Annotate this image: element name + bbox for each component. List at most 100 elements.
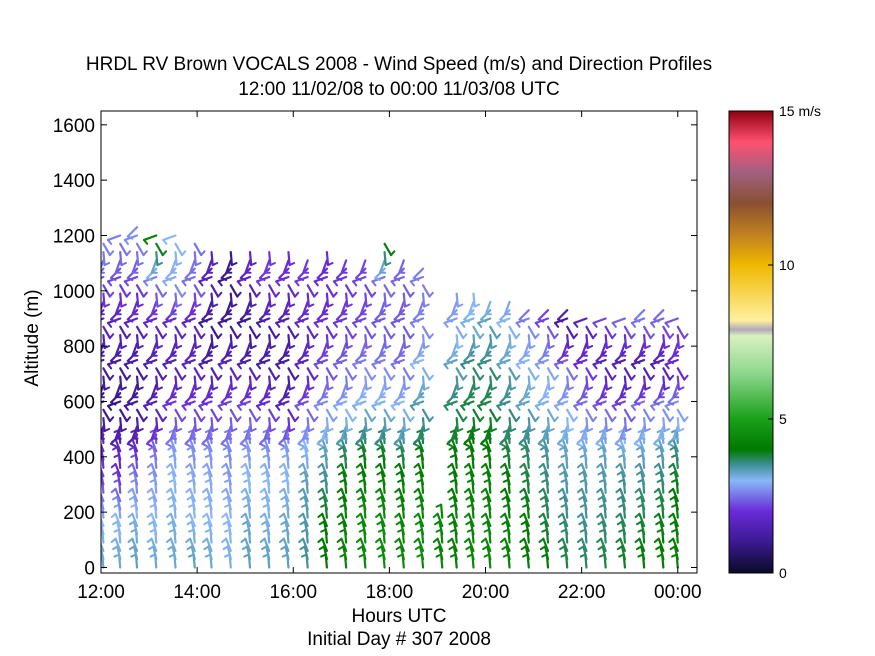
wind-barb	[174, 408, 187, 423]
wind-barb	[578, 545, 588, 561]
wind-barb	[383, 242, 396, 257]
wind-barb	[417, 425, 425, 440]
wind-barb	[623, 375, 632, 391]
wind-barb	[112, 445, 122, 461]
wind-barb	[193, 375, 202, 391]
wind-barb	[557, 462, 569, 478]
wind-barb	[357, 470, 367, 486]
wind-barb	[676, 333, 685, 350]
wind-barb	[676, 375, 685, 391]
wind-barb	[643, 416, 651, 433]
wind-barb	[131, 383, 139, 399]
wind-barb	[241, 545, 252, 561]
wind-barb	[268, 367, 281, 381]
wind-barb	[413, 512, 425, 528]
wind-barb	[240, 462, 252, 478]
wind-barb	[616, 545, 627, 561]
wind-barb	[259, 487, 271, 503]
wind-barb	[119, 416, 127, 433]
wind-barb	[189, 383, 197, 399]
wind-barb	[263, 300, 271, 316]
wind-barb	[379, 342, 387, 357]
wind-barb	[597, 495, 607, 511]
wind-barb	[302, 342, 310, 357]
wind-barb	[325, 333, 334, 350]
wind-barb	[566, 367, 579, 381]
wind-barb	[653, 512, 665, 528]
wind-barb	[580, 383, 589, 399]
wind-barb	[210, 375, 219, 391]
wind-barb	[135, 250, 144, 267]
wind-barb	[146, 512, 158, 528]
wind-barb	[185, 462, 196, 478]
wind-barb	[448, 445, 458, 461]
wind-barb	[402, 367, 415, 381]
wind-barb	[395, 495, 405, 511]
wind-barb	[394, 512, 405, 528]
wind-barb	[101, 350, 105, 356]
y-tick-label: 0	[84, 558, 95, 579]
wind-barb	[150, 383, 158, 399]
wind-barb	[128, 445, 139, 461]
wind-barb	[655, 495, 665, 511]
wind-barb	[559, 545, 569, 561]
wind-barb	[101, 470, 105, 486]
wind-barb	[448, 520, 458, 536]
wind-barb	[623, 367, 636, 381]
wind-barb	[321, 383, 329, 399]
plot-frame	[100, 110, 698, 574]
wind-barb	[465, 445, 475, 461]
wind-barb	[155, 250, 163, 267]
wind-barb	[146, 487, 158, 503]
wind-barb	[662, 367, 675, 381]
wind-barb	[519, 462, 530, 478]
wind-barb	[114, 300, 122, 316]
wind-barb	[394, 462, 405, 478]
wind-barb	[302, 259, 310, 274]
wind-barb	[206, 383, 214, 399]
wind-barb	[114, 425, 122, 440]
wind-barb	[114, 342, 122, 357]
wind-barb	[248, 367, 261, 381]
wind-barb	[484, 342, 492, 357]
wind-barb	[623, 408, 636, 423]
wind-barb	[669, 470, 679, 486]
wind-barb	[482, 495, 492, 511]
wind-barb	[662, 325, 675, 340]
wind-barb	[527, 375, 536, 391]
wind-barb	[167, 445, 177, 461]
y-tick-label: 800	[63, 337, 95, 358]
wind-barb	[402, 333, 411, 350]
wind-barb	[676, 325, 689, 340]
wind-barb	[169, 425, 178, 440]
wind-barb	[287, 408, 300, 423]
wind-barb	[259, 537, 271, 552]
wind-barb	[489, 375, 498, 391]
wind-barb	[337, 470, 348, 486]
wind-barb	[306, 333, 315, 350]
wind-barb	[128, 545, 139, 561]
wind-barb	[576, 512, 588, 528]
wind-barb	[210, 325, 223, 340]
wind-barb	[261, 495, 271, 511]
wind-barb	[317, 462, 329, 478]
wind-barb	[364, 408, 377, 423]
wind-barb	[432, 537, 444, 552]
wind-barb	[101, 445, 105, 461]
wind-barb	[225, 300, 233, 316]
wind-barb	[336, 487, 348, 503]
wind-barb	[248, 333, 257, 350]
wind-barb	[616, 520, 627, 536]
wind-barb	[318, 495, 329, 511]
wind-barb	[596, 537, 607, 552]
colorbar-tick-label: 5	[779, 411, 787, 427]
wind-barb	[398, 383, 406, 399]
wind-barb	[669, 445, 679, 461]
wind-barb	[669, 545, 679, 561]
wind-barb	[455, 416, 464, 433]
wind-barb	[222, 520, 232, 536]
wind-barb	[241, 495, 252, 511]
wind-barb	[268, 408, 281, 423]
wind-barb	[472, 408, 485, 423]
